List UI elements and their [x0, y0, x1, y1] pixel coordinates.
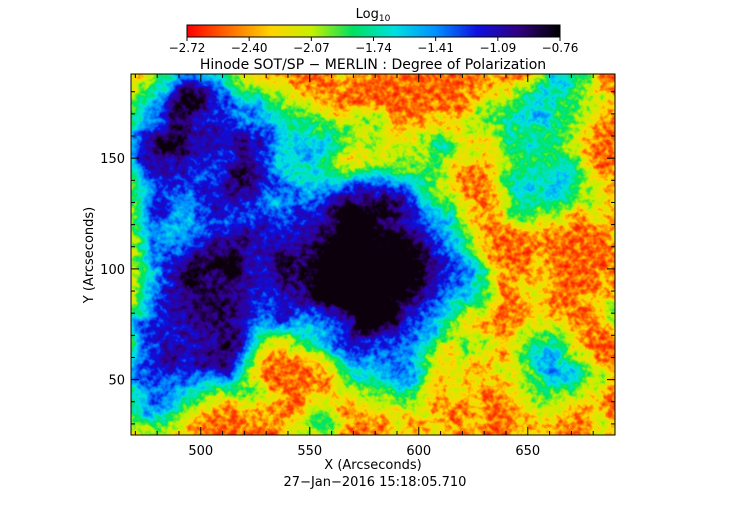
map-region	[379, 131, 459, 185]
y-tick-label: 50	[108, 374, 125, 389]
map-region	[540, 74, 594, 134]
y-tick-label: 150	[100, 152, 125, 167]
colorbar-tick-label: −1.74	[355, 41, 392, 55]
colorbar-label: Log10	[356, 7, 391, 24]
x-tick-label: 600	[406, 444, 431, 459]
x-tick-label: 550	[297, 444, 322, 459]
x-tick-label: 650	[515, 444, 540, 459]
colorbar-rect	[186, 24, 561, 38]
polarization-map	[131, 74, 615, 435]
y-tick-label: 100	[100, 263, 125, 278]
map-region	[338, 328, 435, 409]
map-region	[362, 233, 432, 292]
x-axis-label: X (Arcseconds)	[324, 458, 421, 473]
map-region	[314, 233, 384, 292]
map-region	[200, 96, 332, 176]
colorbar-tick-label: −2.40	[231, 41, 268, 55]
map-region	[253, 158, 358, 247]
timestamp: 27−Jan−2016 15:18:05.710	[284, 475, 467, 490]
map-region	[475, 91, 537, 137]
map-structures	[131, 74, 594, 435]
colorbar-tick-label: −2.72	[169, 41, 206, 55]
y-axis-label: Y (Arcseconds)	[82, 207, 97, 304]
colorbar: Log10 −2.72 −2.40 −2.07 −1.74 −1.41 −1.09 −0.7…	[169, 7, 579, 55]
map-region	[131, 366, 188, 435]
chart-title: Hinode SOT/SP − MERLIN : Degree of Polar…	[200, 57, 546, 73]
plot-frame	[130, 73, 616, 436]
colorbar-tick-label: −1.41	[417, 41, 454, 55]
y-axis: 50 100 150	[100, 91, 615, 425]
colorbar-tick-label: −1.09	[479, 41, 516, 55]
x-tick-label: 500	[188, 444, 213, 459]
colorbar-tick-label: −2.07	[293, 41, 330, 55]
map-region	[514, 319, 576, 418]
colorbar-tick-label: −0.76	[542, 41, 579, 55]
x-axis: 500 550 600 650	[134, 74, 616, 459]
map-region	[499, 116, 578, 223]
map-region	[131, 74, 217, 199]
colorbar-ticks: −2.72 −2.40 −2.07 −1.74 −1.41 −1.09 −0.76	[169, 37, 579, 55]
